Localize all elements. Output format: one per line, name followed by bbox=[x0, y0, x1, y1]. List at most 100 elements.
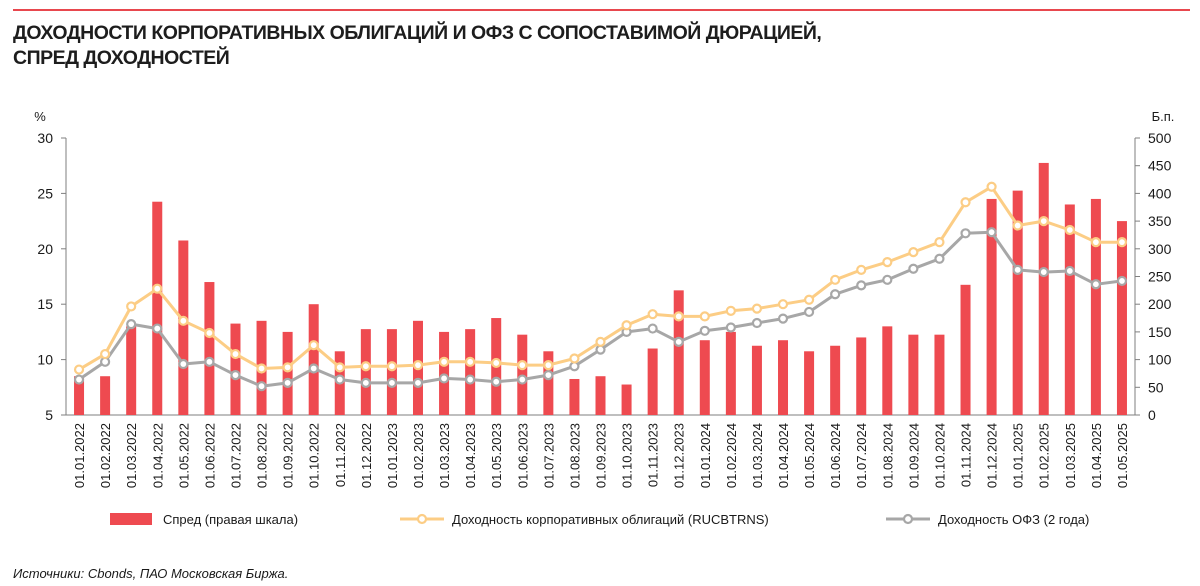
ofz-yield-point bbox=[882, 274, 893, 285]
ofz-yield-point bbox=[126, 319, 137, 330]
left-tick-label: 30 bbox=[37, 130, 53, 146]
spread-bar bbox=[282, 331, 293, 415]
x-tick-label: 01.07.2023 bbox=[541, 423, 556, 488]
x-tick-label: 01.08.2022 bbox=[255, 423, 270, 488]
ofz-yield-point bbox=[960, 228, 971, 239]
ofz-yield-point bbox=[152, 323, 163, 334]
corp-yield-point bbox=[830, 274, 841, 285]
spread-bar bbox=[74, 376, 85, 415]
spread-bar bbox=[960, 284, 971, 415]
x-tick-label: 01.03.2024 bbox=[750, 423, 765, 488]
ofz-yield-point bbox=[803, 306, 815, 318]
corp-yield-point bbox=[152, 283, 163, 294]
corp-yield-point bbox=[1012, 220, 1023, 231]
source-note: Источники: Cbonds, ПАО Московская Биржа. bbox=[13, 566, 289, 581]
spread-bar bbox=[804, 351, 815, 415]
x-tick-label: 01.09.2023 bbox=[594, 423, 609, 488]
corp-yield-point bbox=[803, 294, 815, 305]
ofz-yield-point bbox=[830, 289, 841, 300]
ofz-yield-point bbox=[178, 358, 189, 370]
corp-yield-point bbox=[178, 315, 189, 326]
corp-yield-point bbox=[777, 299, 789, 310]
corp-yield-point bbox=[908, 247, 919, 258]
corp-yield-point bbox=[725, 305, 736, 316]
x-tick-label: 01.12.2023 bbox=[672, 423, 687, 488]
corp-yield-point bbox=[308, 340, 319, 351]
spread-bar bbox=[882, 326, 893, 415]
spread-bar bbox=[1038, 162, 1049, 415]
spread-bar bbox=[230, 323, 241, 415]
x-tick-label: 01.01.2022 bbox=[72, 423, 87, 488]
ofz-yield-point bbox=[543, 370, 554, 381]
right-tick-label: 200 bbox=[1148, 296, 1172, 312]
ofz-yield-point bbox=[517, 374, 528, 385]
x-tick-label: 01.04.2023 bbox=[463, 423, 478, 488]
spread-bar bbox=[308, 304, 319, 415]
ofz-yield-point bbox=[908, 263, 919, 274]
spread-bar bbox=[595, 376, 606, 415]
corp-yield-point bbox=[621, 320, 632, 331]
corp-yield-point bbox=[73, 364, 85, 375]
corp-yield-point bbox=[412, 360, 424, 371]
ofz-yield-point bbox=[647, 323, 658, 334]
x-tick-label: 01.01.2023 bbox=[385, 423, 400, 488]
spread-bar bbox=[778, 340, 789, 415]
spread-bar bbox=[360, 329, 371, 415]
ofz-yield-point bbox=[1116, 275, 1128, 287]
x-tick-label: 01.09.2022 bbox=[281, 423, 296, 488]
spread-bar bbox=[1090, 198, 1101, 415]
x-tick-label: 01.07.2024 bbox=[854, 423, 869, 488]
spread-bar bbox=[673, 290, 684, 415]
spread-bar bbox=[178, 240, 189, 415]
left-tick-label: 10 bbox=[37, 352, 53, 368]
x-tick-label: 01.11.2022 bbox=[333, 423, 348, 487]
spread-bar bbox=[699, 340, 710, 415]
left-tick-label: 15 bbox=[37, 296, 53, 312]
spread-bar bbox=[1116, 221, 1127, 415]
ofz-yield-point bbox=[412, 377, 424, 388]
x-tick-label: 01.03.2023 bbox=[437, 423, 452, 488]
corp-yield-point bbox=[465, 356, 476, 367]
x-tick-label: 01.11.2024 bbox=[959, 423, 974, 487]
right-tick-label: 500 bbox=[1148, 130, 1172, 146]
corp-yield-point bbox=[934, 237, 945, 248]
right-tick-label: 350 bbox=[1148, 213, 1172, 229]
ofz-yield-point bbox=[334, 374, 345, 385]
chart-title-line1: ДОХОДНОСТИ КОРПОРАТИВНЫХ ОБЛИГАЦИЙ И ОФЗ… bbox=[13, 22, 822, 44]
chart-title: ДОХОДНОСТИ КОРПОРАТИВНЫХ ОБЛИГАЦИЙ И ОФЗ… bbox=[13, 21, 1113, 71]
corp-yield-point bbox=[334, 362, 345, 373]
chart-title-line2: СПРЕД ДОХОДНОСТЕЙ bbox=[13, 47, 230, 69]
x-tick-label: 01.02.2025 bbox=[1037, 423, 1052, 488]
spread-bar bbox=[543, 351, 554, 415]
right-tick-label: 300 bbox=[1148, 241, 1172, 257]
legend-label-corp: Доходность корпоративных облигаций (RUCB… bbox=[452, 512, 769, 527]
corp-yield-point bbox=[517, 360, 528, 371]
ofz-yield-point bbox=[1064, 265, 1075, 277]
spread-bar bbox=[100, 376, 111, 415]
ofz-yield-point bbox=[73, 374, 85, 385]
x-tick-label: 01.04.2022 bbox=[150, 423, 165, 488]
x-tick-label: 01.04.2025 bbox=[1089, 423, 1104, 488]
legend-swatch-corp-marker bbox=[416, 513, 428, 525]
corp-yield-point bbox=[282, 362, 293, 373]
left-tick-label: 20 bbox=[37, 241, 53, 257]
left-tick-label: 25 bbox=[37, 185, 53, 201]
corp-yield-point bbox=[595, 336, 606, 347]
x-tick-label: 01.12.2022 bbox=[359, 423, 374, 488]
spread-bar bbox=[934, 334, 945, 415]
x-tick-label: 01.10.2024 bbox=[932, 423, 947, 488]
spread-bar bbox=[986, 198, 997, 415]
ofz-yield-point bbox=[491, 376, 502, 387]
x-tick-label: 01.11.2023 bbox=[646, 423, 661, 487]
legend-label-spread: Спред (правая шкала) bbox=[163, 512, 298, 527]
right-axis-unit: Б.п. bbox=[1152, 109, 1175, 124]
right-tick-label: 150 bbox=[1148, 324, 1172, 340]
corp-yield-point bbox=[1064, 224, 1075, 236]
x-tick-label: 01.06.2023 bbox=[515, 423, 530, 488]
spread-bar bbox=[152, 201, 163, 415]
spread-bar bbox=[908, 334, 919, 415]
ofz-yield-point bbox=[308, 363, 319, 374]
spread-bar bbox=[465, 329, 476, 415]
corp-yield-point bbox=[751, 303, 763, 314]
